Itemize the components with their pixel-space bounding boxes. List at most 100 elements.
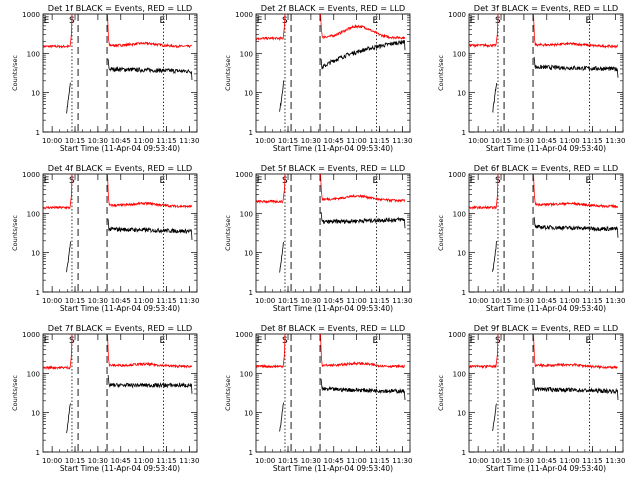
y-axis-label: Counts/sec (11, 215, 19, 251)
x-tick-label: 10:00 (42, 137, 62, 145)
panel-title: Det 5f BLACK = Events, RED = LLD (261, 163, 405, 173)
x-tick-label: 11:15 (156, 297, 176, 305)
x-tick-label: 10:15 (491, 457, 511, 465)
y-tick-label: 1000 (235, 171, 253, 179)
marker-label-e-start: E (257, 176, 263, 186)
series-events-post (107, 58, 193, 81)
x-tick-label: 10:30 (514, 137, 534, 145)
x-axis-label: Start Time (11-Apr-04 09:53:40) (60, 144, 180, 153)
y-tick-label: 10 (31, 90, 40, 98)
panel-det-2: Det 2f BLACK = Events, RED = LLD 1 10 100 10… (224, 3, 412, 153)
series-lld-pre (469, 333, 499, 369)
marker-label-e-start: E (257, 336, 263, 346)
series-events-pre (66, 403, 71, 434)
y-axis-label: Counts/sec (11, 55, 19, 91)
series-lld-pre (256, 13, 286, 42)
y-tick-label: 1 (249, 289, 253, 297)
plot-frame (42, 333, 198, 453)
x-tick-label: 11:30 (605, 457, 625, 465)
x-tick-label: 10:30 (88, 137, 108, 145)
x-axis-label: Start Time (11-Apr-04 09:53:40) (273, 144, 393, 153)
x-tick-label: 10:00 (468, 457, 488, 465)
x-tick-label: 10:15 (278, 297, 298, 305)
x-tick-label: 11:15 (369, 297, 389, 305)
marker-label-e-end: E (585, 16, 591, 26)
series-events-pre (66, 241, 71, 273)
y-tick-label: 1 (36, 129, 40, 137)
series-lld-post (533, 333, 618, 370)
x-tick-label: 10:00 (255, 297, 275, 305)
panel-det-4: Det 4f BLACK = Events, RED = LLD 1 10 100 10… (11, 163, 199, 313)
series-events-post (533, 216, 619, 238)
plot-frame (42, 173, 198, 293)
y-tick-label: 1000 (448, 11, 466, 19)
y-tick-label: 1 (462, 129, 466, 137)
x-tick-label: 11:30 (605, 137, 625, 145)
x-tick-label: 10:45 (537, 457, 557, 465)
x-tick-label: 11:15 (582, 457, 602, 465)
x-tick-label: 11:15 (156, 137, 176, 145)
y-tick-label: 100 (240, 50, 253, 58)
x-tick-label: 10:15 (65, 137, 85, 145)
series-lld-post (107, 333, 193, 369)
x-tick-label: 11:00 (560, 457, 580, 465)
y-tick-label: 10 (31, 410, 40, 418)
panel-title: Det 8f BLACK = Events, RED = LLD (261, 323, 405, 333)
x-tick-label: 10:30 (88, 457, 108, 465)
x-tick-label: 11:30 (179, 297, 199, 305)
panel-title: Det 7f BLACK = Events, RED = LLD (48, 323, 192, 333)
x-tick-label: 11:15 (156, 457, 176, 465)
x-tick-label: 11:30 (392, 457, 412, 465)
y-tick-label: 100 (240, 210, 253, 218)
y-tick-label: 1 (36, 449, 40, 457)
x-tick-label: 10:15 (491, 297, 511, 305)
x-tick-label: 11:15 (582, 297, 602, 305)
series-lld-post (533, 173, 619, 209)
x-tick-label: 11:00 (560, 297, 580, 305)
x-tick-label: 10:30 (301, 297, 321, 305)
y-tick-label: 1 (36, 289, 40, 297)
x-tick-label: 11:00 (134, 137, 154, 145)
series-lld-pre (43, 13, 73, 49)
y-tick-label: 100 (453, 210, 466, 218)
series-events-post (533, 378, 619, 401)
x-tick-label: 10:45 (324, 457, 344, 465)
x-tick-label: 10:45 (324, 137, 344, 145)
y-tick-label: 1000 (448, 331, 466, 339)
x-tick-label: 11:00 (560, 137, 580, 145)
y-tick-label: 10 (457, 250, 466, 258)
y-tick-label: 1000 (22, 331, 40, 339)
marker-label-e-end: E (159, 336, 165, 346)
plot-frame (255, 173, 411, 293)
x-axis-label: Start Time (11-Apr-04 09:53:40) (486, 464, 606, 473)
x-tick-label: 11:00 (347, 457, 367, 465)
marker-label-e-start: E (470, 176, 476, 186)
x-tick-label: 10:30 (514, 457, 534, 465)
x-tick-label: 11:00 (134, 297, 154, 305)
y-tick-label: 1000 (235, 11, 253, 19)
x-tick-label: 10:15 (65, 457, 85, 465)
series-events-pre (492, 403, 497, 431)
y-axis-label: Counts/sec (437, 55, 445, 91)
y-tick-label: 1000 (22, 171, 40, 179)
y-tick-label: 100 (453, 50, 466, 58)
series-events-pre (492, 241, 497, 272)
x-tick-label: 10:45 (537, 297, 557, 305)
x-tick-label: 11:00 (347, 137, 367, 145)
marker-label-e-start: E (257, 16, 263, 26)
marker-label-e-end: E (372, 176, 378, 186)
panel-det-3: Det 3f BLACK = Events, RED = LLD 1 10 100 10… (437, 3, 625, 153)
marker-label-e-end: E (585, 336, 591, 346)
x-tick-label: 11:00 (347, 297, 367, 305)
plot-frame (468, 333, 624, 453)
series-events-post (107, 218, 193, 241)
panel-det-7: Det 7f BLACK = Events, RED = LLD 1 10 100 10… (11, 323, 199, 473)
x-axis-label: Start Time (11-Apr-04 09:53:40) (60, 464, 180, 473)
y-tick-label: 1000 (22, 11, 40, 19)
marker-label-e-end: E (159, 16, 165, 26)
marker-label-e-start: E (470, 336, 476, 346)
x-tick-label: 10:45 (324, 297, 344, 305)
series-lld-post (107, 173, 193, 209)
series-lld-pre (43, 173, 73, 210)
